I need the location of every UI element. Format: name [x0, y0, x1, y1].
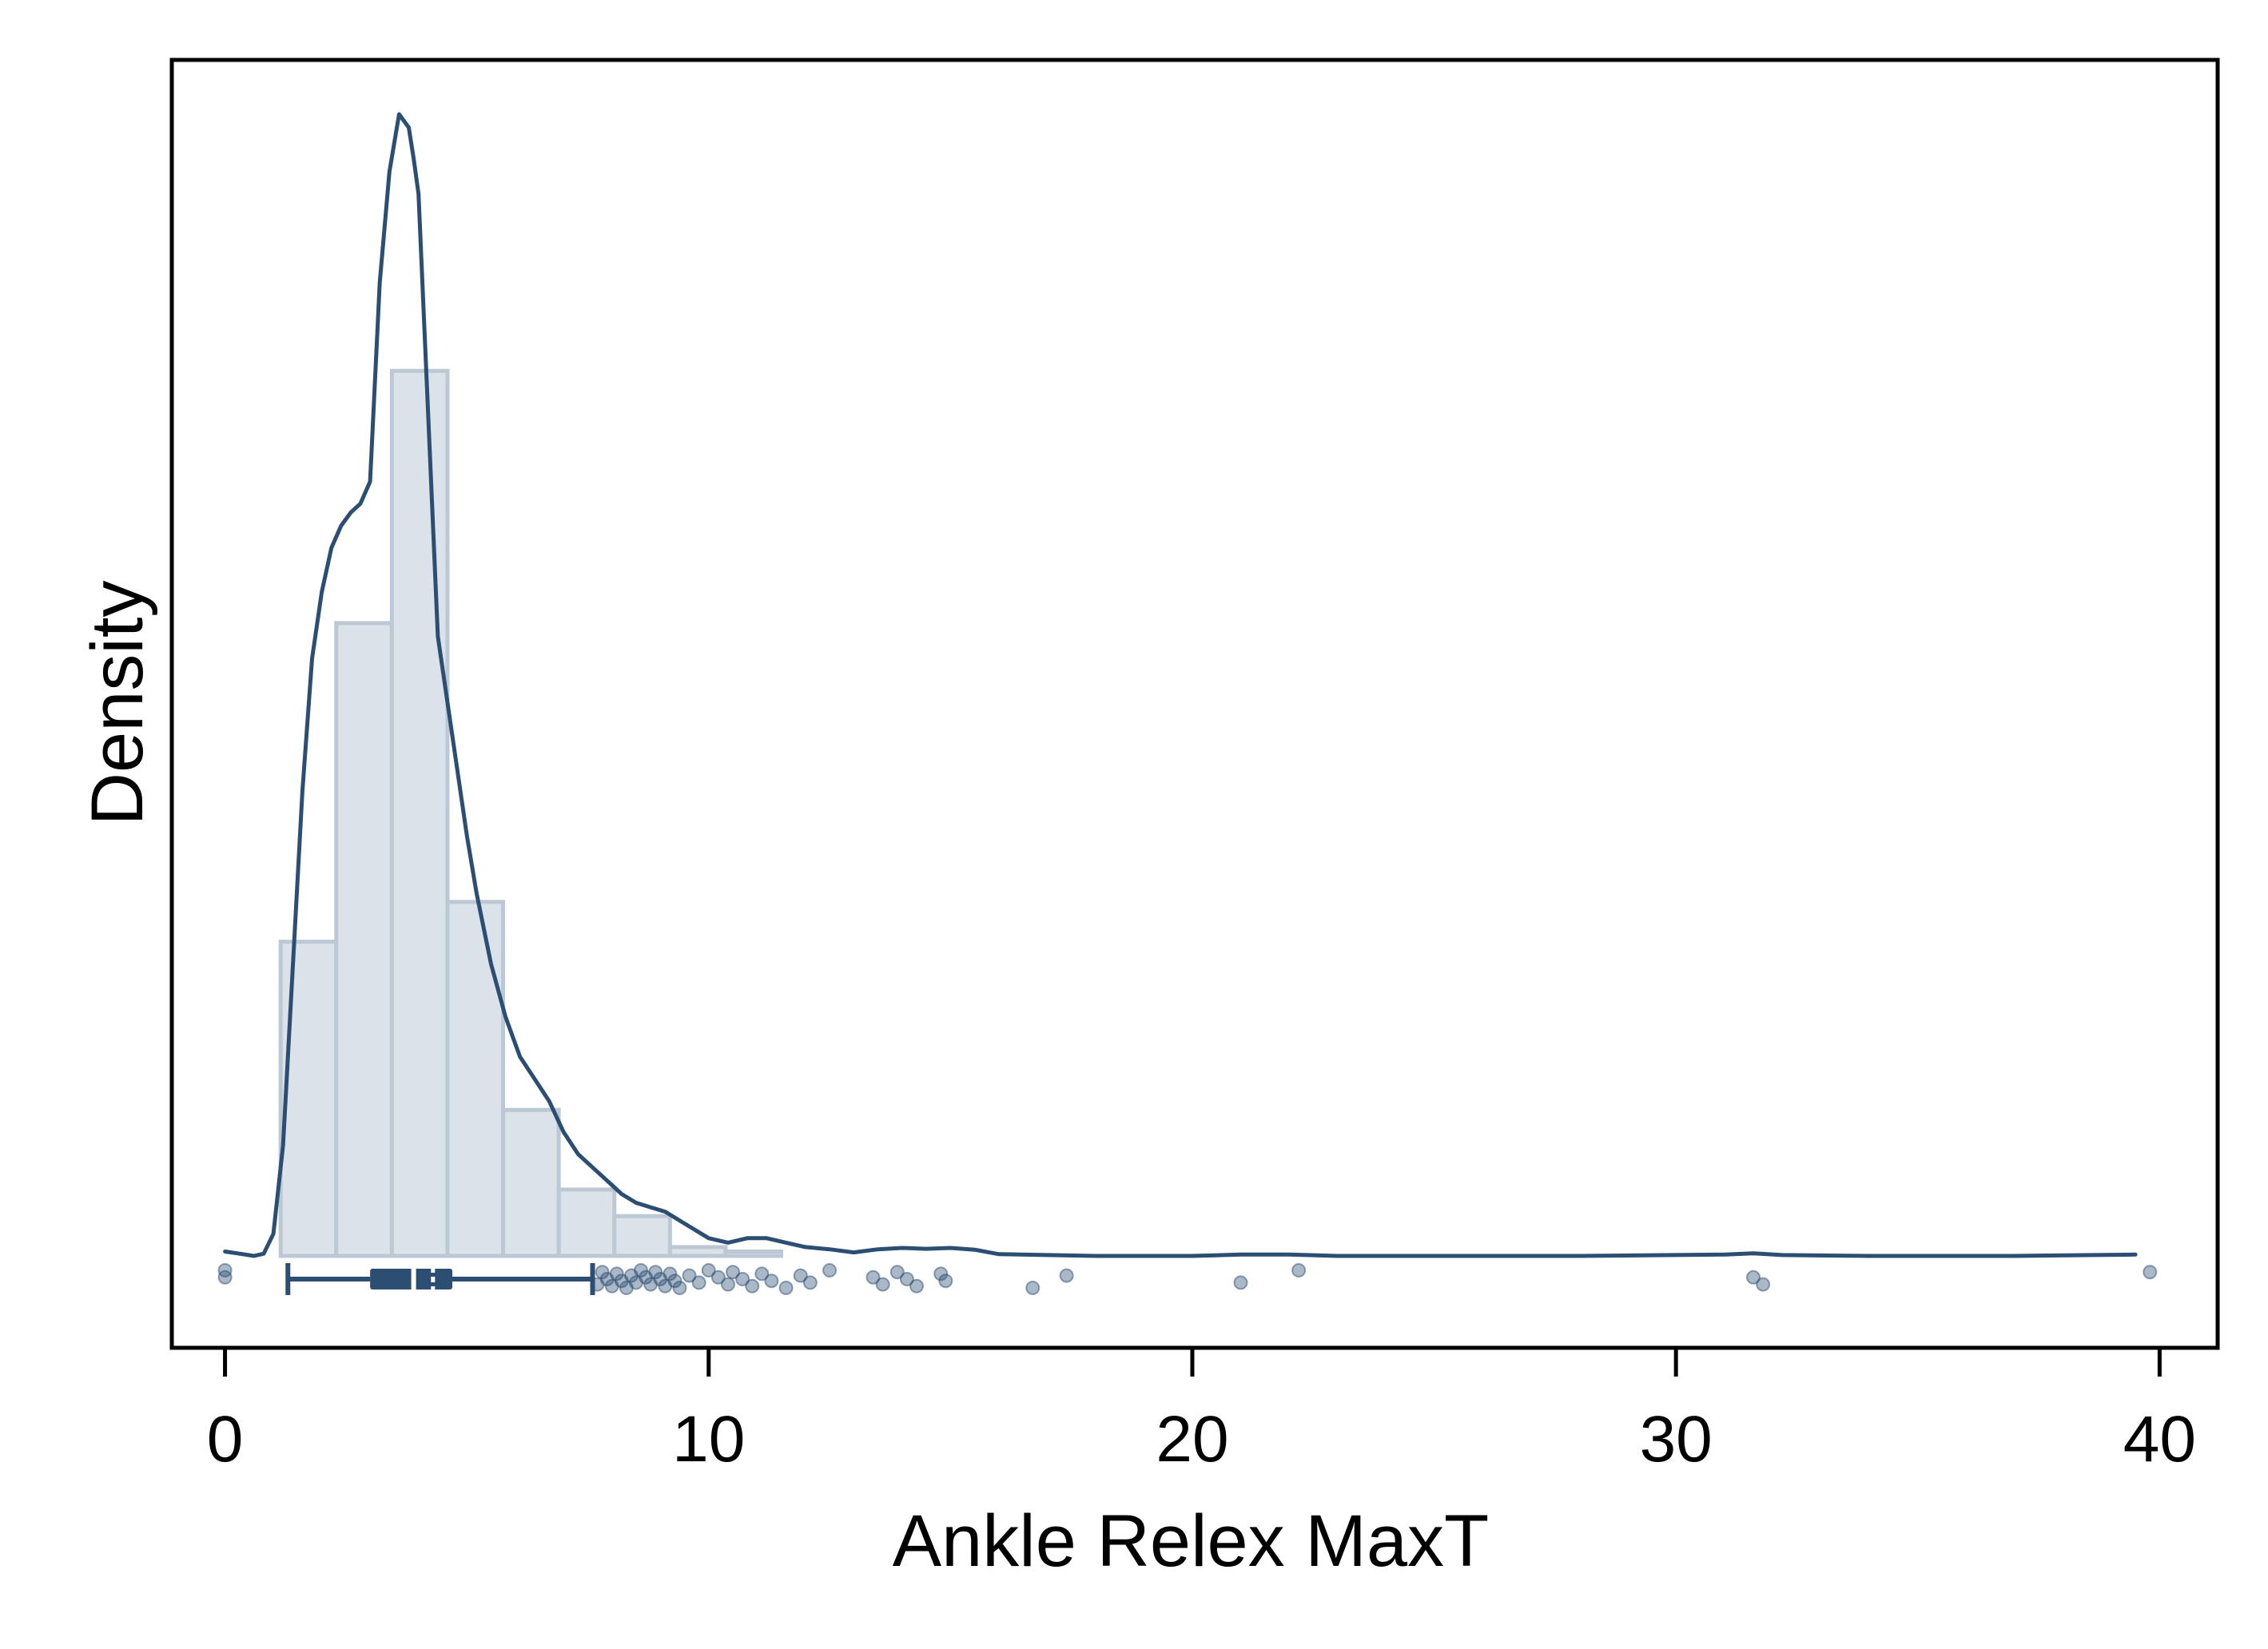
outlier-point — [933, 1266, 949, 1281]
outlier-point — [1025, 1281, 1040, 1295]
histogram-bar — [389, 368, 450, 1258]
outlier-point — [1291, 1263, 1307, 1277]
histogram-bar — [556, 1187, 617, 1258]
x-tick-label: 0 — [207, 1403, 244, 1476]
boxplot-box — [370, 1269, 453, 1289]
outlier-point — [793, 1268, 808, 1283]
outlier-point — [1756, 1277, 1771, 1292]
outlier-point — [691, 1275, 706, 1290]
outlier-point — [745, 1278, 760, 1293]
outlier-point — [682, 1268, 697, 1283]
outlier-point — [802, 1275, 818, 1290]
outlier-point — [634, 1263, 649, 1277]
density-curve-layer — [223, 112, 2138, 1258]
outlier-point — [720, 1277, 735, 1292]
outlier-point — [875, 1277, 890, 1292]
outlier-point — [754, 1266, 770, 1281]
outlier-point — [672, 1281, 687, 1295]
outlier-point — [889, 1265, 905, 1280]
outlier-point — [778, 1281, 794, 1295]
outlier-point — [648, 1265, 663, 1280]
histogram-bar — [445, 900, 506, 1258]
outlier-point — [595, 1265, 610, 1280]
outlier-point — [822, 1263, 838, 1277]
outlier-point — [764, 1274, 779, 1289]
outlier-point — [865, 1270, 881, 1285]
histogram-bar — [278, 940, 339, 1258]
x-tick-label: 10 — [672, 1403, 745, 1476]
outlier-point — [726, 1265, 741, 1280]
outlier-points — [217, 1263, 2158, 1295]
y-axis-title: Density — [77, 581, 158, 826]
outlier-point — [1059, 1268, 1074, 1283]
histogram-bars — [278, 368, 784, 1258]
x-tick-label: 30 — [1640, 1403, 1713, 1476]
outlier-point — [938, 1274, 953, 1289]
x-tick-label: 20 — [1156, 1403, 1228, 1476]
histogram-bar — [612, 1214, 672, 1258]
outlier-point — [1233, 1275, 1248, 1290]
histogram-bar — [723, 1249, 784, 1258]
outlier-point — [899, 1272, 914, 1286]
histogram-bar — [667, 1245, 728, 1258]
outlier-point — [710, 1270, 726, 1285]
x-axis-ticks: 0 10 20 30 40 — [207, 1348, 2196, 1476]
x-axis-title: Ankle Relex MaxT — [893, 1500, 1489, 1582]
plot-frame — [169, 58, 2220, 1350]
x-tick-label: 40 — [2123, 1403, 2196, 1476]
outlier-point — [735, 1272, 750, 1286]
outlier-point — [667, 1274, 682, 1289]
density-curve-line — [223, 112, 2138, 1258]
outlier-point — [701, 1263, 716, 1277]
histogram-bar — [334, 621, 394, 1258]
boxplot — [285, 1263, 595, 1295]
outlier-point — [2143, 1265, 2158, 1280]
outlier-point — [909, 1278, 925, 1293]
outlier-point — [1746, 1270, 1761, 1285]
outlier-point — [662, 1266, 678, 1281]
outlier-point — [217, 1270, 233, 1285]
outlier-point — [609, 1266, 624, 1281]
histogram-bar — [501, 1107, 561, 1258]
